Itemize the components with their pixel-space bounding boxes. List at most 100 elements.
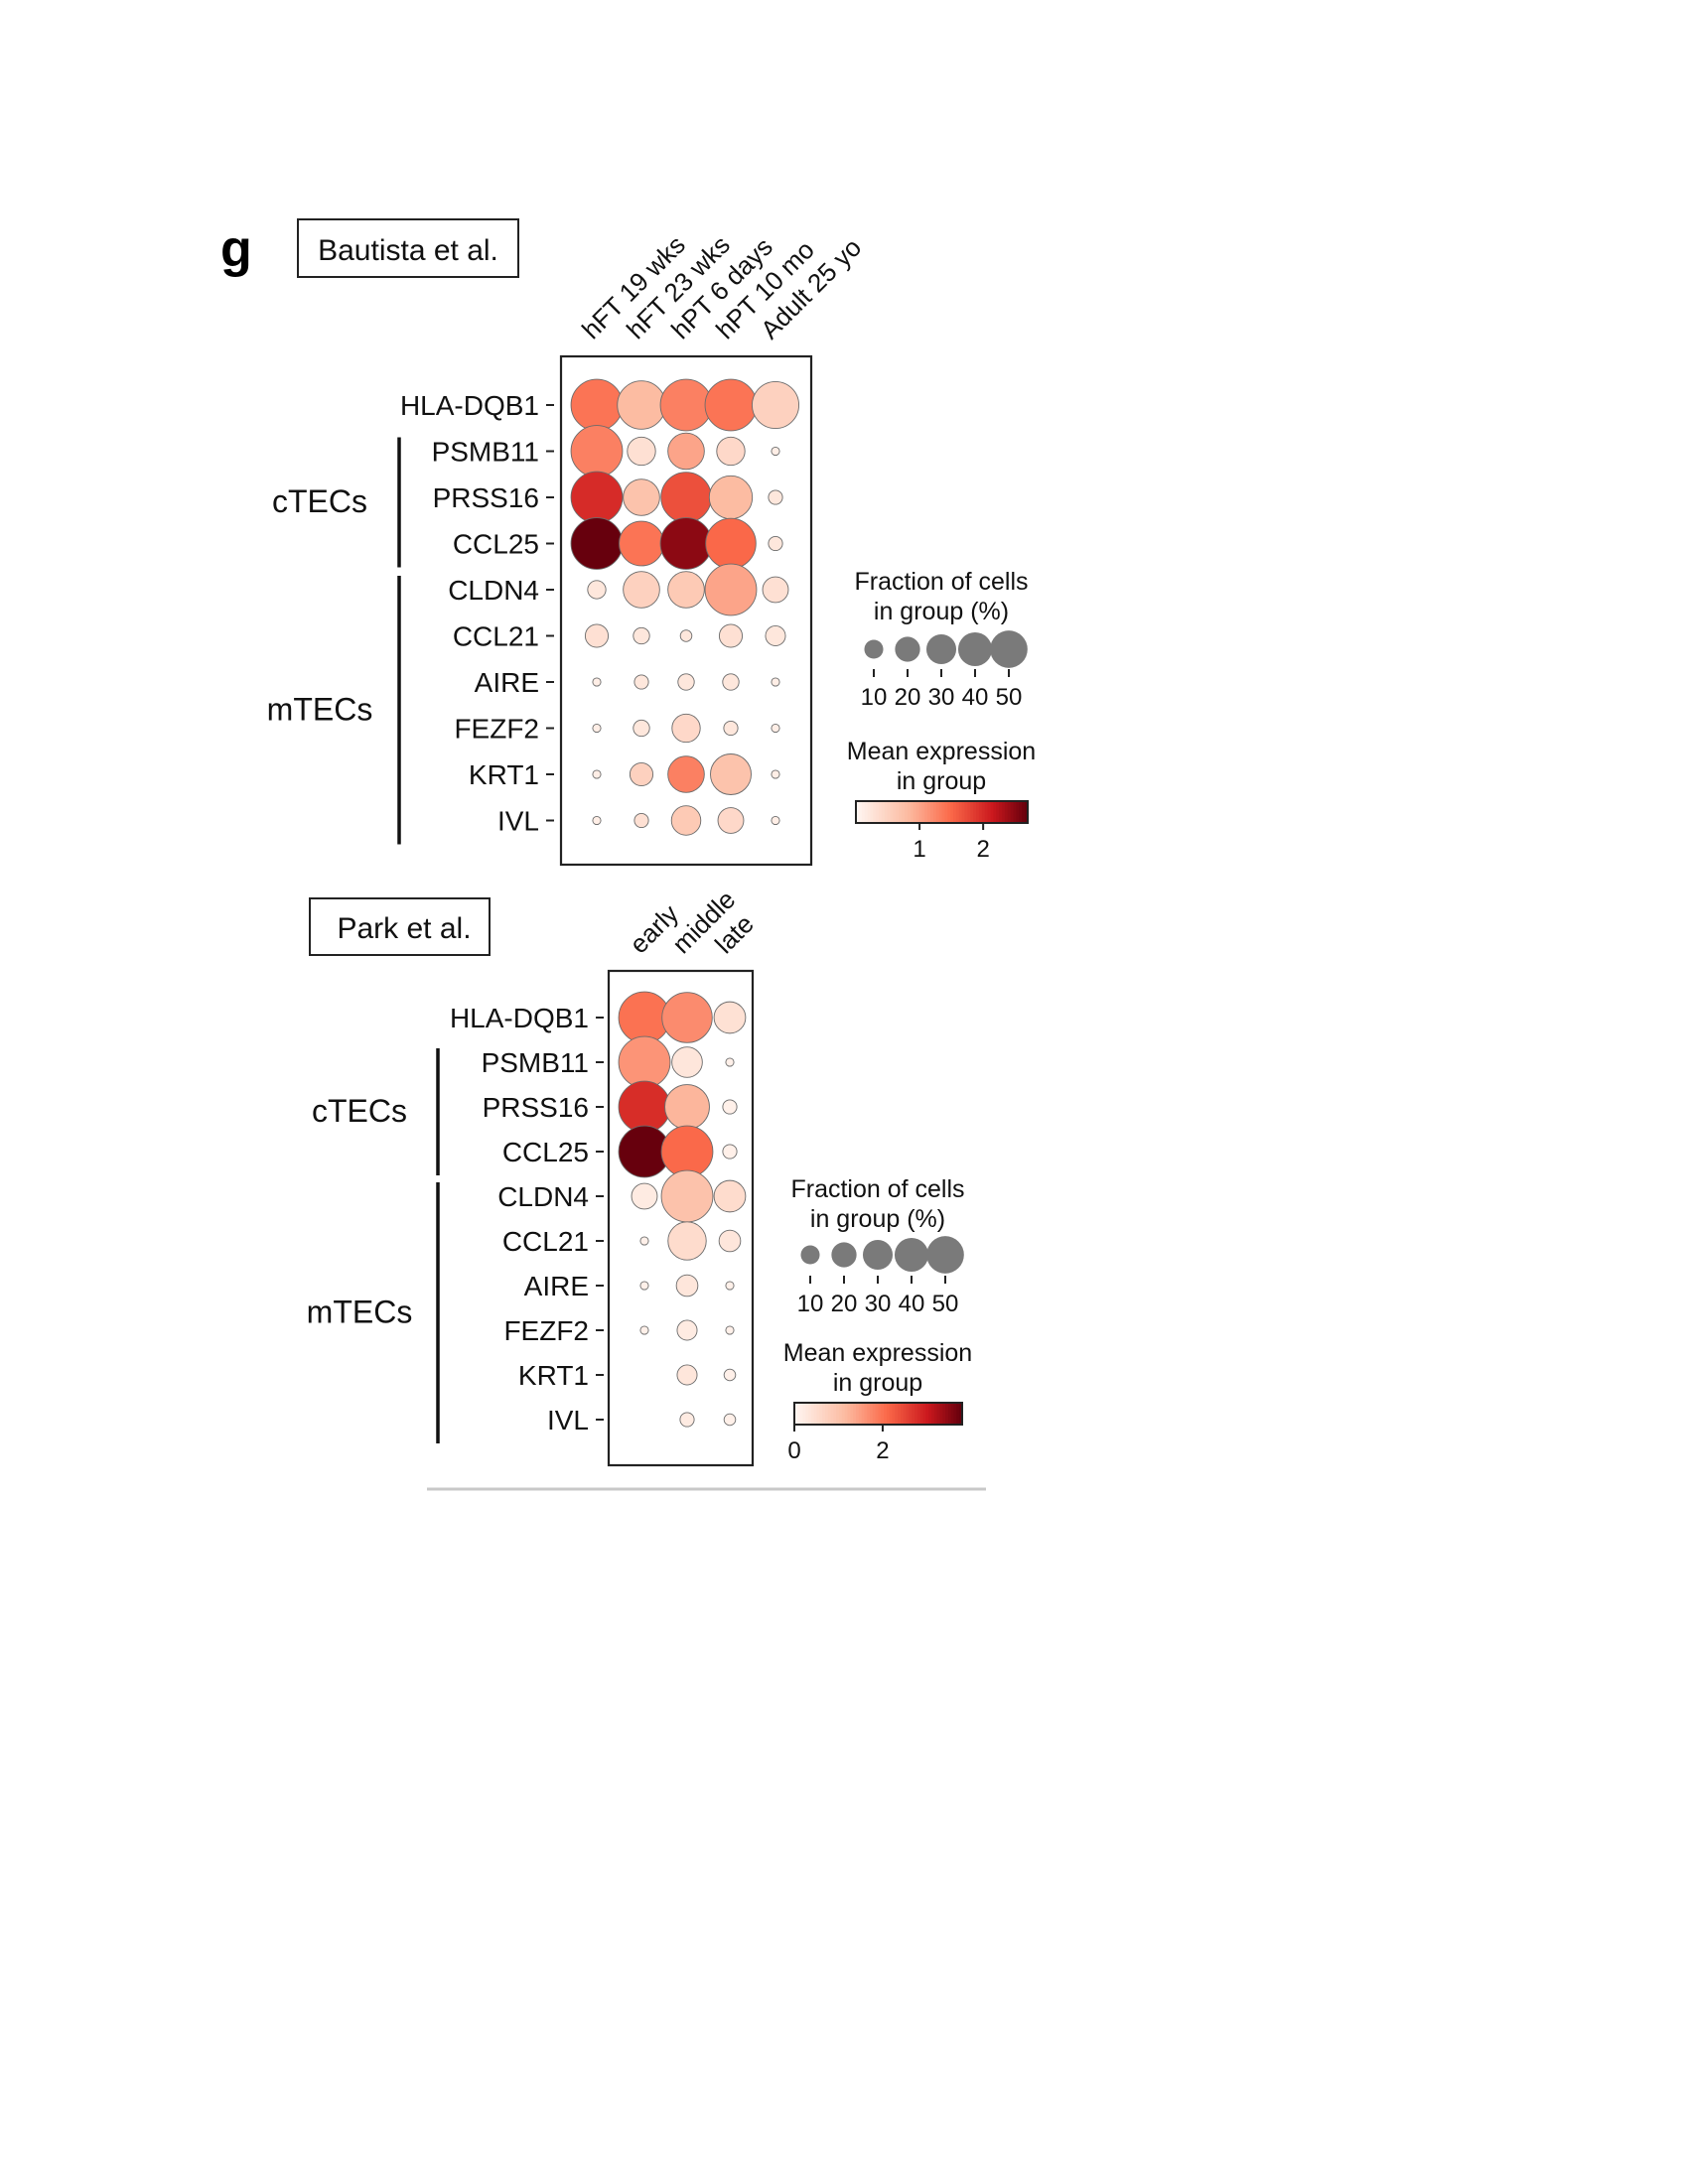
dot bbox=[659, 378, 713, 432]
color-legend-title: Mean expression bbox=[783, 1339, 972, 1367]
colorbar-segment bbox=[870, 801, 874, 823]
gene-label: CLDN4 bbox=[448, 575, 539, 606]
colorbar-segment bbox=[844, 1403, 849, 1425]
dot bbox=[587, 580, 607, 600]
colorbar-segment bbox=[864, 1403, 868, 1425]
colorbar-segment bbox=[935, 801, 940, 823]
colorbar-segment bbox=[886, 1403, 891, 1425]
gene-label: CCL25 bbox=[453, 529, 539, 560]
size-legend-dot bbox=[894, 1237, 929, 1273]
group-label: cTECs bbox=[272, 483, 367, 519]
size-legend-title: Fraction of cells bbox=[854, 568, 1028, 596]
size-legend-dot bbox=[926, 1236, 964, 1274]
group-label: cTECs bbox=[312, 1093, 407, 1129]
colorbar-segment bbox=[906, 1403, 911, 1425]
colorbar-segment bbox=[941, 801, 945, 823]
colorbar-segment bbox=[873, 801, 877, 823]
dot bbox=[664, 1084, 710, 1130]
dot bbox=[723, 1413, 737, 1427]
colorbar-segment bbox=[902, 801, 906, 823]
colorbar-segment bbox=[875, 1403, 880, 1425]
gene-label: CCL21 bbox=[502, 1226, 589, 1257]
colorbar-segment bbox=[950, 1403, 955, 1425]
colorbar-segment bbox=[822, 1403, 826, 1425]
colorbar-segment bbox=[1002, 801, 1006, 823]
colorbar-segment bbox=[944, 801, 948, 823]
colorbar-segment bbox=[867, 801, 872, 823]
colorbar-segment bbox=[939, 1403, 943, 1425]
dot bbox=[768, 489, 783, 505]
colorbar-segment bbox=[987, 801, 992, 823]
gene-label: KRT1 bbox=[469, 759, 539, 790]
colorbar-segment bbox=[802, 1403, 806, 1425]
gene-label: CCL25 bbox=[502, 1137, 589, 1167]
dot bbox=[592, 769, 602, 779]
dot bbox=[618, 1035, 671, 1089]
colorbar-segment bbox=[858, 801, 863, 823]
dot bbox=[751, 380, 800, 430]
colorbar-segment bbox=[967, 801, 971, 823]
colorbar-segment bbox=[901, 1403, 905, 1425]
colorbar-segment bbox=[928, 1403, 932, 1425]
dot bbox=[592, 677, 602, 687]
colorbar-segment bbox=[918, 801, 922, 823]
dot bbox=[633, 812, 649, 829]
plot-frame bbox=[559, 354, 813, 867]
colorbar-segment bbox=[961, 801, 966, 823]
size-legend-dot bbox=[925, 633, 957, 665]
colorbar-segment bbox=[816, 1403, 820, 1425]
size-legend-label: 10 bbox=[861, 684, 888, 711]
colorbar-segment bbox=[945, 1403, 949, 1425]
colorbar-segment bbox=[973, 801, 977, 823]
gene-label: FEZF2 bbox=[454, 714, 539, 745]
dot bbox=[725, 1281, 735, 1291]
size-legend-dot bbox=[990, 630, 1028, 668]
dot bbox=[771, 815, 780, 826]
colorbar-segment bbox=[981, 801, 986, 823]
dot bbox=[633, 674, 649, 690]
gene-label: HLA-DQB1 bbox=[400, 390, 539, 421]
colorbar-segment bbox=[813, 1403, 818, 1425]
colorbar-segment bbox=[993, 801, 997, 823]
colorbar-segment bbox=[938, 801, 943, 823]
gene-label: FEZF2 bbox=[503, 1315, 589, 1346]
colorbar-segment bbox=[950, 801, 954, 823]
dot bbox=[718, 1229, 742, 1253]
colorbar-segment bbox=[921, 801, 925, 823]
colorbar-segment bbox=[896, 801, 900, 823]
panel-letter: g bbox=[220, 220, 252, 278]
gene-label: CCL21 bbox=[453, 621, 539, 652]
dot bbox=[633, 626, 650, 645]
dot bbox=[679, 1412, 695, 1428]
dotplot-panel-2: Park et al. earlymiddlelateHLA-DQB1PSMB11… bbox=[307, 885, 972, 1467]
dot bbox=[660, 1169, 714, 1223]
colorbar-segment bbox=[929, 801, 934, 823]
colorbar-segment bbox=[931, 1403, 935, 1425]
colorbar-segment bbox=[936, 1403, 941, 1425]
colorbar-segment bbox=[925, 1403, 929, 1425]
dot bbox=[677, 673, 695, 691]
colorbar-segment bbox=[907, 801, 912, 823]
colorbar-segment bbox=[914, 1403, 918, 1425]
color-legend-title: in group bbox=[833, 1369, 922, 1397]
colorbar-segment bbox=[953, 1403, 957, 1425]
dataset-title-box bbox=[309, 897, 491, 956]
size-legend-label: 40 bbox=[899, 1291, 925, 1317]
colorbar-segment bbox=[856, 801, 860, 823]
colorbar-segment bbox=[861, 801, 866, 823]
colorbar-segment bbox=[887, 801, 892, 823]
gene-label: PRSS16 bbox=[483, 1092, 589, 1123]
colorbar-segment bbox=[878, 1403, 882, 1425]
dot bbox=[713, 1179, 747, 1213]
dot bbox=[639, 1236, 649, 1246]
dot bbox=[633, 719, 650, 738]
colorbar-segment bbox=[912, 1403, 915, 1425]
gene-label: PSMB11 bbox=[482, 1047, 589, 1078]
colorbar-segment bbox=[805, 1403, 809, 1425]
colorbar-segment bbox=[796, 1403, 801, 1425]
colorbar-segment bbox=[933, 1403, 938, 1425]
gene-label: IVL bbox=[497, 806, 539, 837]
dot bbox=[675, 1274, 699, 1297]
dot bbox=[771, 769, 780, 779]
